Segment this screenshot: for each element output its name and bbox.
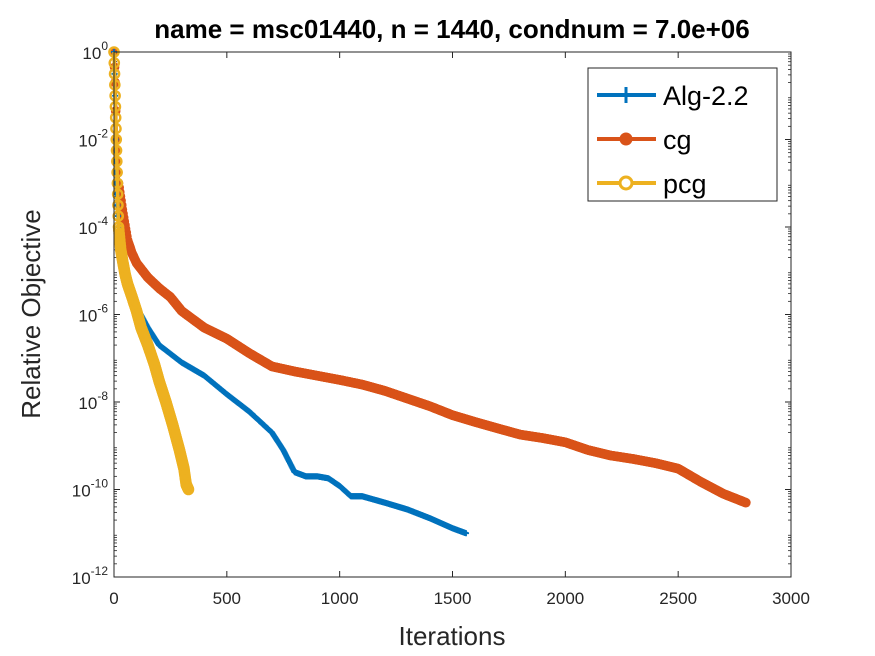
y-tick-base: 10 (78, 219, 97, 238)
x-tick-label: 500 (213, 589, 241, 608)
legend-entry: Alg-2.2 (597, 81, 749, 111)
series-point (109, 111, 122, 124)
y-tick-exponent: -4 (97, 214, 108, 228)
legend-marker-circle (618, 175, 634, 191)
y-tick-base: 10 (72, 569, 91, 588)
y-tick-label: 10-12 (72, 564, 109, 588)
legend: Alg-2.2 cg pcg (587, 67, 778, 202)
y-tick-base: 10 (78, 132, 97, 151)
series-point (110, 133, 123, 146)
series-point (182, 483, 195, 496)
series-point (111, 177, 124, 190)
y-tick-exponent: -12 (91, 564, 109, 578)
y-axis-label: Relative Objective (16, 209, 46, 419)
y-tick-exponent: -6 (97, 302, 108, 316)
series-point (111, 188, 124, 200)
y-tick-exponent: 0 (101, 39, 108, 53)
y-tick-label: 100 (82, 39, 108, 63)
legend-marker-dot (619, 132, 633, 146)
series-point (109, 79, 121, 91)
y-tick-base: 10 (78, 394, 97, 413)
legend-entry: cg (597, 125, 692, 155)
series-point (111, 155, 123, 168)
y-tick-exponent: -2 (97, 127, 108, 141)
y-tick-exponent: -8 (97, 389, 108, 403)
y-tick-label: 10-4 (78, 214, 108, 238)
series-point (111, 166, 123, 179)
y-tick-label: 10-8 (78, 389, 108, 413)
y-tick-base: 10 (78, 307, 97, 326)
legend-label: cg (663, 125, 692, 155)
series-pcg (108, 46, 195, 496)
y-tick-base: 10 (82, 44, 101, 63)
series-point (109, 100, 122, 113)
legend-label: pcg (663, 169, 707, 199)
y-tick-base: 10 (72, 482, 91, 501)
series-point (110, 144, 123, 157)
x-axis-label: Iterations (399, 621, 506, 651)
y-tick-label: 10-2 (78, 127, 108, 151)
y-tick-label: 10-10 (72, 477, 109, 501)
legend-box (587, 67, 778, 202)
chart-title: name = msc01440, n = 1440, condnum = 7.0… (154, 14, 749, 44)
series-point (110, 122, 122, 135)
series-point (112, 199, 124, 211)
x-tick-label: 2000 (546, 589, 584, 608)
x-tick-label: 1500 (434, 589, 472, 608)
legend-marker-plus (618, 87, 634, 103)
x-tick-label: 0 (109, 589, 118, 608)
x-tick-label: 2500 (659, 589, 697, 608)
x-tick-label: 3000 (772, 589, 810, 608)
y-tick-exponent: -10 (91, 477, 109, 491)
series-point (108, 68, 121, 80)
legend-label: Alg-2.2 (663, 81, 749, 111)
x-tick-label: 1000 (321, 589, 359, 608)
series-point (741, 497, 751, 508)
plot-frame (113, 51, 792, 578)
legend-entry: pcg (597, 169, 707, 199)
series-point (109, 89, 121, 102)
series-point (463, 530, 470, 537)
y-tick-label: 10-6 (78, 302, 108, 326)
